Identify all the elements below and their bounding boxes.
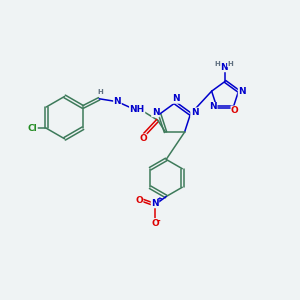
Text: O: O (151, 218, 159, 227)
Text: H: H (214, 61, 220, 67)
Text: H: H (227, 61, 233, 67)
Text: N: N (172, 94, 179, 103)
Text: N: N (209, 103, 217, 112)
Text: N: N (191, 108, 198, 117)
Text: O: O (231, 106, 239, 115)
Text: NH: NH (130, 105, 145, 114)
Text: N: N (114, 97, 121, 106)
Text: Cl: Cl (28, 124, 37, 133)
Text: N: N (220, 63, 227, 72)
Text: -: - (156, 217, 160, 226)
Text: N: N (238, 87, 246, 96)
Text: O: O (135, 196, 143, 205)
Text: +: + (156, 196, 162, 202)
Text: N: N (151, 199, 159, 208)
Text: O: O (139, 134, 147, 143)
Text: H: H (98, 89, 103, 95)
Text: N: N (152, 108, 159, 117)
